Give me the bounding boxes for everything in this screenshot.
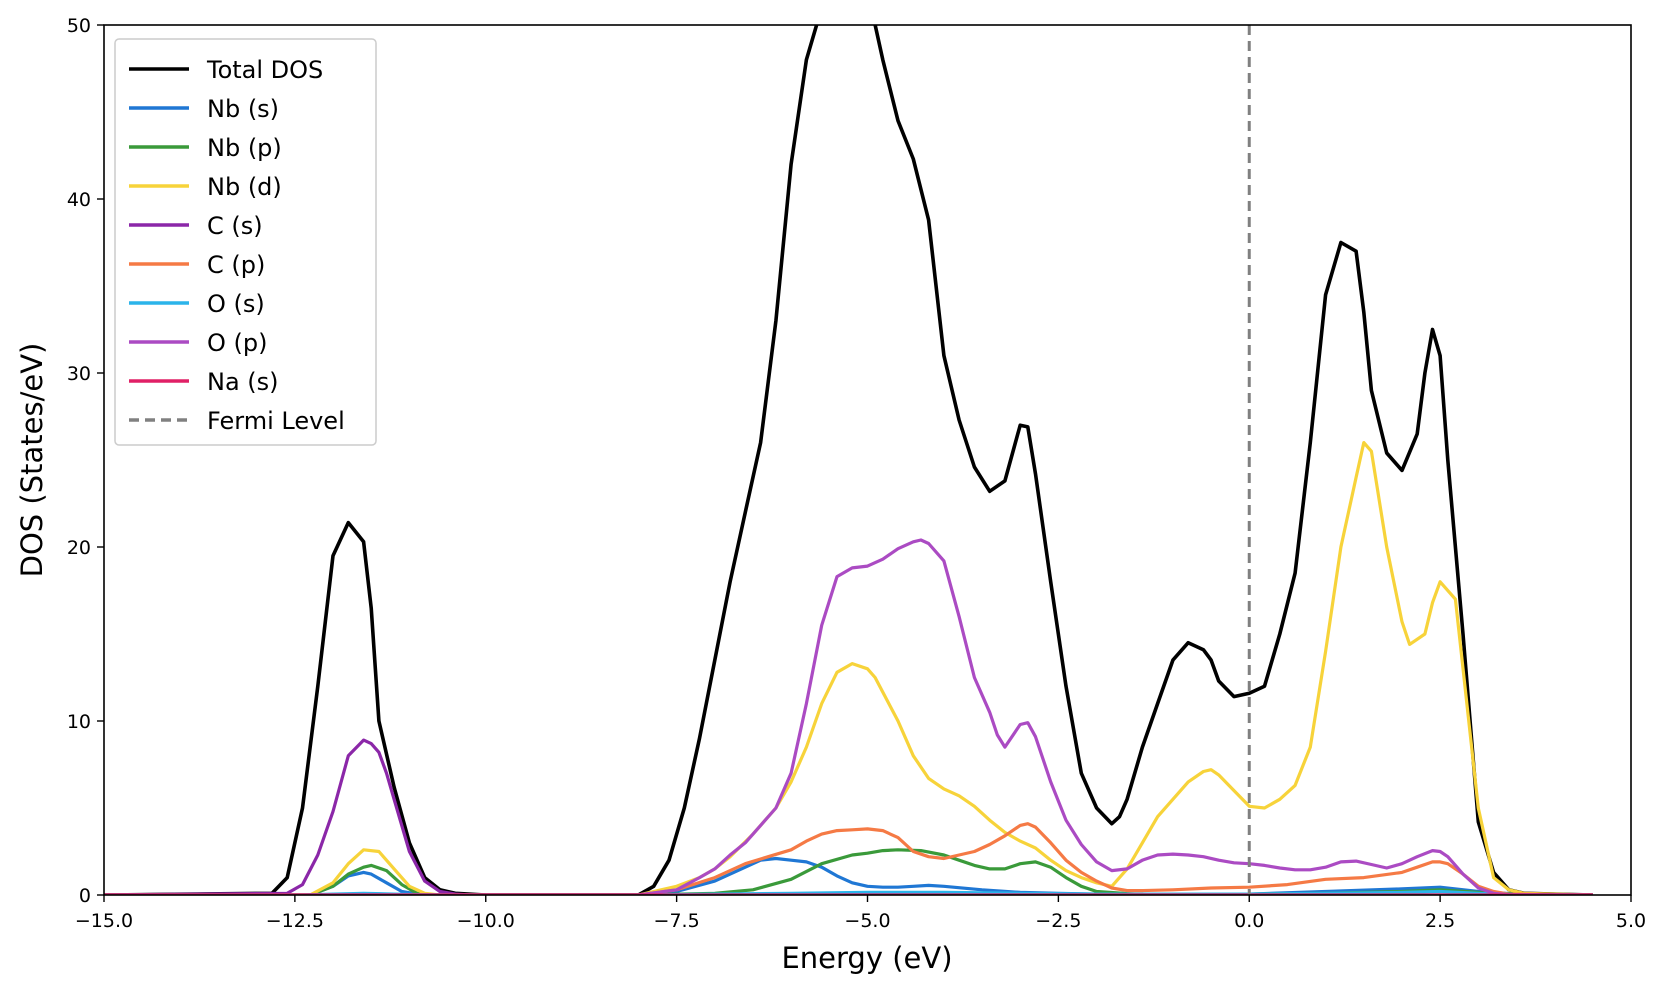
x-tick-label: 5.0 xyxy=(1616,910,1646,932)
x-tick-label: −2.5 xyxy=(1035,910,1081,932)
x-tick-label: 0.0 xyxy=(1234,910,1264,932)
y-tick-label: 0 xyxy=(79,885,91,907)
x-tick-label: −10.0 xyxy=(457,910,515,932)
series-line-c-s xyxy=(104,738,1593,895)
legend-label: Nb (p) xyxy=(207,134,282,162)
legend-label: O (s) xyxy=(207,290,265,318)
legend-label: O (p) xyxy=(207,329,267,357)
legend-label: Nb (d) xyxy=(207,173,282,201)
y-tick-label: 40 xyxy=(67,189,91,211)
series-layer xyxy=(104,25,1593,895)
y-tick-label: 50 xyxy=(67,15,91,37)
x-axis-label: Energy (eV) xyxy=(781,941,952,975)
legend-label: Na (s) xyxy=(207,368,279,396)
x-tick-label: −5.0 xyxy=(844,910,890,932)
legend-label: C (s) xyxy=(207,212,263,240)
y-tick-label: 30 xyxy=(67,363,91,385)
x-tick-label: −7.5 xyxy=(654,910,700,932)
legend-label: C (p) xyxy=(207,251,265,279)
series-line-c-p xyxy=(104,822,1593,895)
legend-label: Fermi Level xyxy=(207,407,345,435)
y-tick-label: 20 xyxy=(67,537,91,559)
legend-label: Nb (s) xyxy=(207,95,279,123)
series-line-o-p xyxy=(104,538,1593,895)
x-axis: −15.0 −12.5 −10.0 −7.5 −5.0 −2.5 0.0 2.5 5.0 xyxy=(75,895,1646,932)
y-tick-label: 10 xyxy=(67,711,91,733)
x-tick-label: −15.0 xyxy=(75,910,133,932)
x-tick-label: −12.5 xyxy=(266,910,324,932)
y-axis: 0 10 20 30 40 50 xyxy=(67,15,104,907)
x-tick-label: 2.5 xyxy=(1425,910,1455,932)
y-axis-label: DOS (States/eV) xyxy=(15,343,49,578)
legend: Total DOS Nb (s) Nb (p) Nb (d) C (s) C (p) O (… xyxy=(114,38,377,446)
legend-label: Total DOS xyxy=(206,56,323,84)
